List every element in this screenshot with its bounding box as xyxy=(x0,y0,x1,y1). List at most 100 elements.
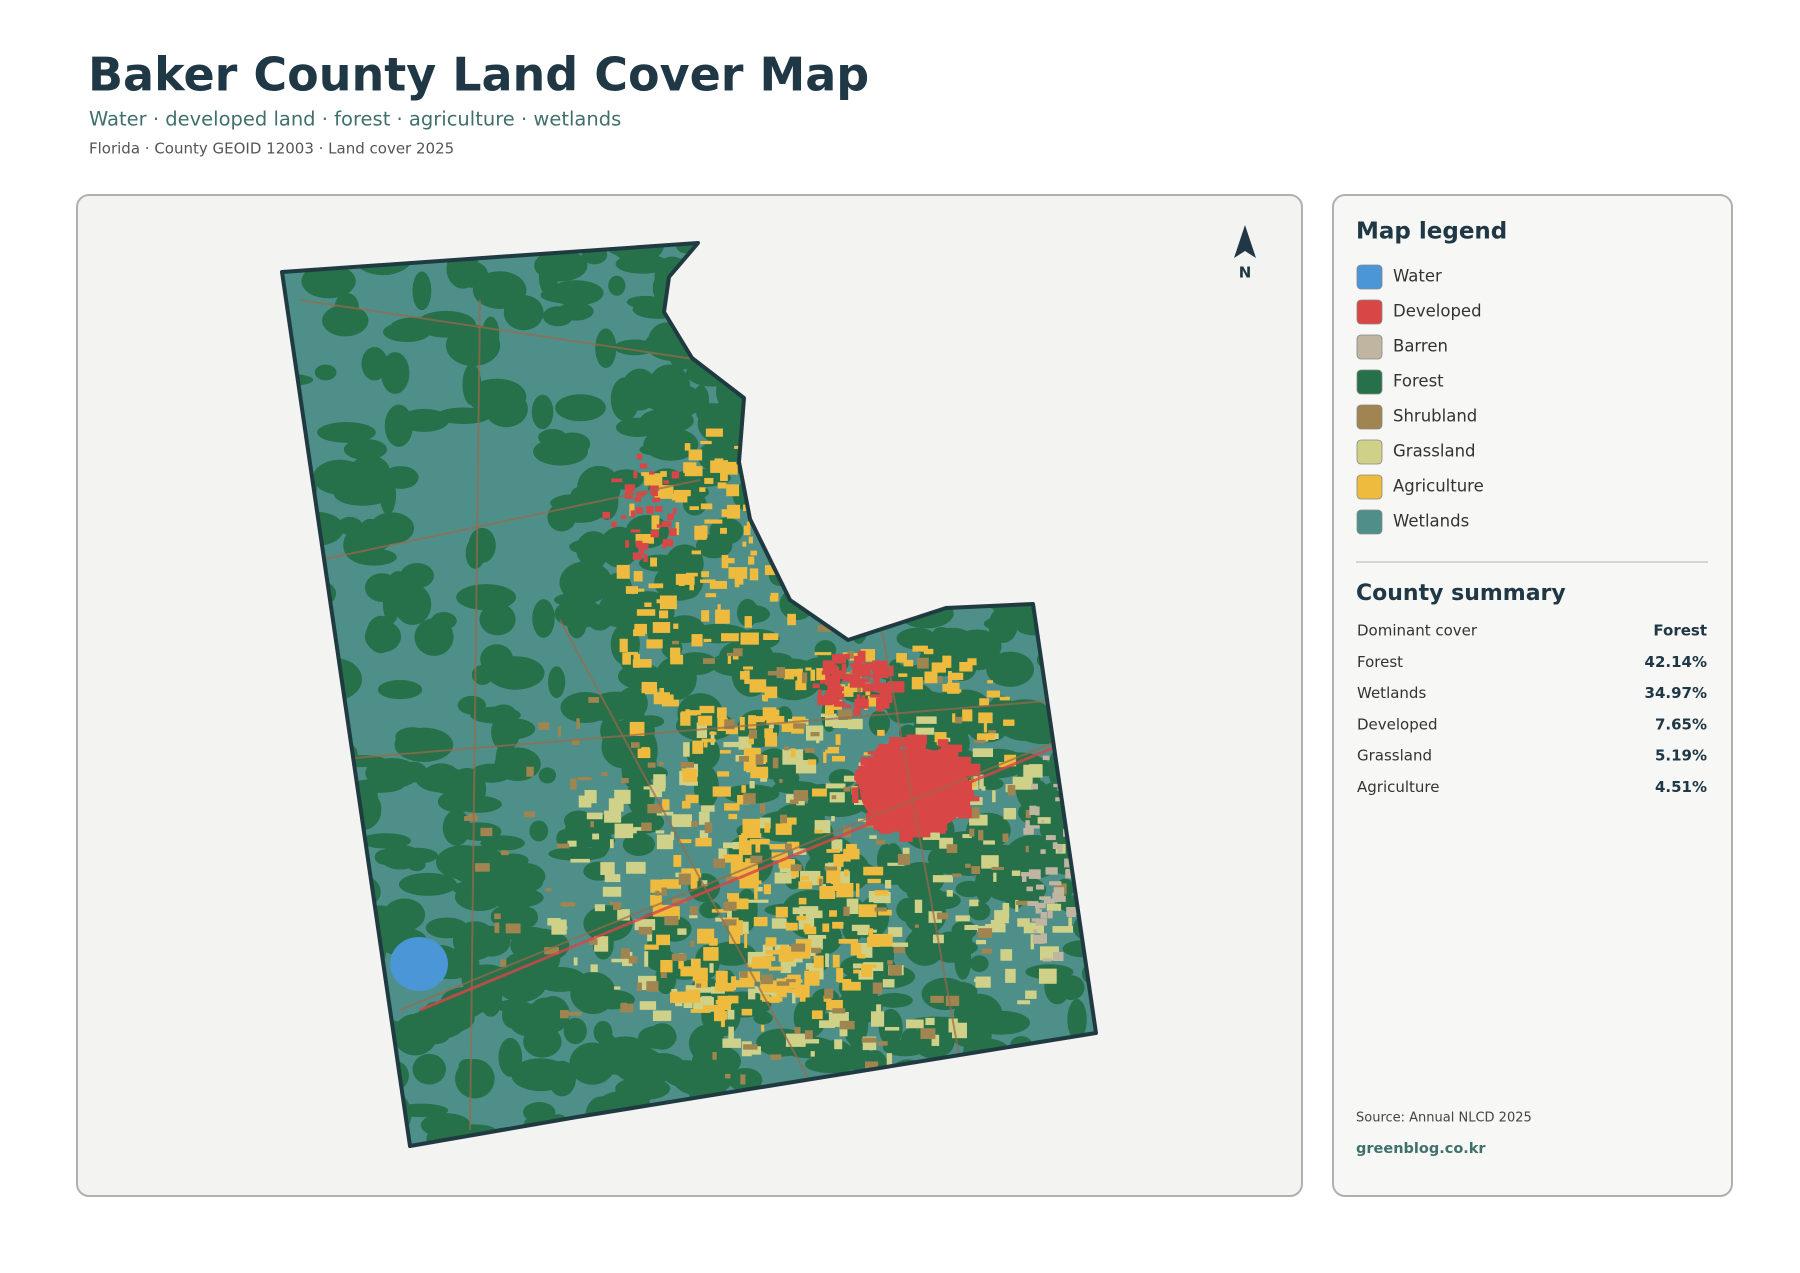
agriculture-patch xyxy=(699,487,706,492)
forest-patch xyxy=(615,417,661,438)
grassland-patch xyxy=(771,994,779,998)
barren-patch xyxy=(1027,901,1039,906)
shrubland-patch xyxy=(628,955,638,964)
shrubland-patch xyxy=(647,804,662,814)
agriculture-patch xyxy=(709,731,717,735)
agriculture-patch xyxy=(659,595,677,610)
shrubland-patch xyxy=(790,864,802,872)
shrubland-patch xyxy=(832,1008,846,1014)
grassland-patch xyxy=(981,855,999,869)
agriculture-patch xyxy=(691,550,702,555)
agriculture-patch xyxy=(688,710,702,715)
agriculture-patch xyxy=(694,525,707,540)
shrubland-patch xyxy=(739,971,748,978)
shrubland-patch xyxy=(689,906,698,915)
shrubland-patch xyxy=(988,730,996,734)
agriculture-patch xyxy=(653,692,670,705)
forest-patch xyxy=(828,768,856,788)
agriculture-patch xyxy=(765,949,780,955)
subtitle: Water · developed land · forest · agricu… xyxy=(89,108,621,131)
grassland-patch xyxy=(832,715,839,728)
shrubland-patch xyxy=(824,988,834,999)
road xyxy=(329,699,1061,761)
agriculture-patch xyxy=(684,443,691,451)
agriculture-patch xyxy=(688,449,703,461)
agriculture-patch xyxy=(717,771,730,777)
agriculture-patch xyxy=(675,573,695,585)
summary-value: Forest xyxy=(1653,622,1707,640)
agriculture-patch xyxy=(742,818,761,834)
forest-patch xyxy=(314,364,337,381)
forest-patch xyxy=(390,317,442,336)
agriculture-patch xyxy=(741,785,746,793)
grassland-patch xyxy=(993,872,997,882)
grassland-patch xyxy=(698,811,710,825)
grassland-patch xyxy=(671,814,693,827)
developed-patch xyxy=(625,540,629,548)
shrubland-patch xyxy=(810,732,820,737)
forest-patch xyxy=(736,605,770,624)
agriculture-patch xyxy=(823,995,832,1002)
developed-patch xyxy=(827,684,842,695)
forest-patch xyxy=(900,1027,923,1053)
barren-patch xyxy=(1033,929,1038,934)
agriculture-patch xyxy=(633,629,646,637)
agriculture-patch xyxy=(783,672,794,680)
agriculture-patch xyxy=(679,839,692,844)
barren-patch xyxy=(1035,907,1040,914)
grassland-patch xyxy=(831,839,843,852)
developed-patch xyxy=(663,480,670,484)
agriculture-patch xyxy=(962,709,973,722)
grassland-patch xyxy=(689,915,698,919)
agriculture-patch xyxy=(651,515,660,530)
agriculture-patch xyxy=(858,954,866,959)
barren-patch xyxy=(1035,918,1048,926)
shrubland-patch xyxy=(609,901,614,905)
agriculture-patch xyxy=(764,728,773,739)
shrubland-patch xyxy=(888,964,902,976)
agriculture-patch xyxy=(776,985,787,998)
agriculture-patch xyxy=(797,668,803,682)
shrubland-patch xyxy=(567,1011,582,1016)
agriculture-patch xyxy=(748,715,757,729)
shrubland-patch xyxy=(690,940,695,948)
grassland-patch xyxy=(634,919,656,931)
grassland-patch xyxy=(644,951,649,967)
barren-patch xyxy=(1044,898,1055,904)
forest-patch xyxy=(1067,999,1087,1041)
shrubland-patch xyxy=(952,873,962,878)
developed-patch xyxy=(857,666,871,677)
agriculture-patch xyxy=(804,970,820,986)
legend-panel xyxy=(1332,194,1733,1197)
developed-patch xyxy=(868,674,876,678)
grassland-patch xyxy=(990,920,1005,925)
agriculture-patch xyxy=(739,879,759,889)
agriculture-patch xyxy=(987,680,993,684)
grassland-patch xyxy=(611,958,627,963)
barren-patch xyxy=(1035,806,1040,816)
legend-label: Forest xyxy=(1393,372,1444,391)
shrubland-patch xyxy=(794,1027,801,1034)
developed-patch xyxy=(940,744,963,753)
agriculture-patch xyxy=(636,609,656,616)
developed-patch xyxy=(620,515,627,519)
north-arrow xyxy=(1234,225,1256,258)
agriculture-patch xyxy=(715,1011,728,1020)
summary-label: Agriculture xyxy=(1357,778,1440,796)
shrubland-patch xyxy=(658,761,664,766)
agriculture-patch xyxy=(725,558,735,564)
agriculture-patch xyxy=(659,610,669,619)
grassland-patch xyxy=(604,874,621,883)
forest-patch xyxy=(472,271,527,309)
forest-patch xyxy=(615,1076,671,1101)
agriculture-patch xyxy=(744,616,752,628)
developed-patch xyxy=(624,484,636,491)
agriculture-patch xyxy=(942,655,952,668)
developed-patch xyxy=(817,695,833,706)
agriculture-patch xyxy=(719,750,731,754)
agriculture-patch xyxy=(781,722,795,732)
developed-patch xyxy=(858,678,870,683)
shrubland-patch xyxy=(991,866,1004,871)
agriculture-patch xyxy=(637,748,651,759)
grassland-patch xyxy=(604,810,622,823)
